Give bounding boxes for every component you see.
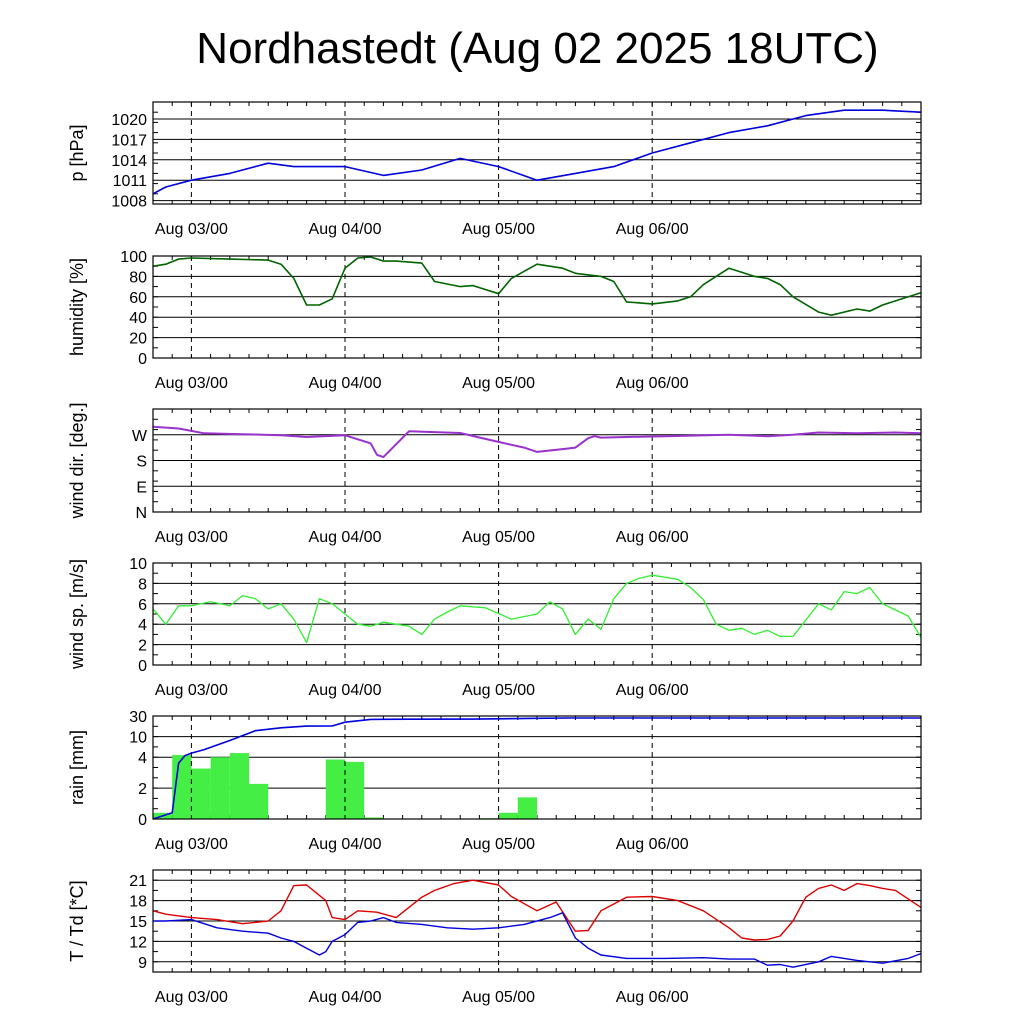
rain-bar: [230, 753, 249, 819]
y-axis-label: wind dir. [deg.]: [67, 402, 87, 519]
x-tick-label: Aug 06/00: [616, 989, 689, 1006]
x-tick-label: Aug 03/00: [155, 375, 228, 392]
y-tick-label: 4: [138, 617, 147, 634]
y-tick-label: 0: [138, 351, 147, 368]
y-tick-label: 6: [138, 597, 147, 614]
y-tick-label: 1011: [113, 173, 148, 190]
rain-bar: [191, 769, 210, 819]
y-tick-label: 100: [120, 249, 147, 266]
x-tick-label: Aug 06/00: [616, 375, 689, 392]
y-tick-label: 4: [138, 750, 147, 767]
rain-bar: [499, 813, 518, 819]
x-tick-label: Aug 06/00: [616, 221, 689, 238]
y-tick-label: 30: [129, 709, 147, 726]
y-axis-label: p [hPa]: [67, 124, 87, 181]
y-tick-label: 2: [138, 781, 147, 798]
x-tick-label: Aug 06/00: [616, 836, 689, 853]
chart-title: Nordhastedt (Aug 02 2025 18UTC): [0, 24, 1024, 74]
plot-frame: [153, 256, 921, 358]
x-tick-label: Aug 03/00: [155, 836, 228, 853]
plot-frame: [153, 102, 921, 204]
y-axis-label: T / Td [*C]: [67, 880, 87, 961]
wind-sp-panel: 0 2 4 6 8 10 wind sp. [m/s] Aug 03/00 Aug 04/00 A…: [67, 556, 921, 699]
x-tick-label: Aug 03/00: [155, 682, 228, 699]
x-tick-label: Aug 04/00: [309, 989, 382, 1006]
x-tick-label: Aug 03/00: [155, 989, 228, 1006]
x-tick-label: Aug 06/00: [616, 682, 689, 699]
temp-panel: 9 12 15 18 21 T / Td [*C] Aug 03/00 Aug 04/00 Au…: [67, 870, 921, 1006]
y-tick-label: W: [132, 428, 148, 445]
y-tick-label: 0: [138, 812, 147, 829]
x-tick-label: Aug 05/00: [462, 682, 535, 699]
y-tick-label: 80: [129, 269, 147, 286]
series-line: [153, 427, 921, 457]
x-tick-label: Aug 04/00: [309, 221, 382, 238]
y-tick-label: 10: [129, 730, 147, 747]
y-axis-label: wind sp. [m/s]: [67, 559, 87, 670]
x-tick-label: Aug 04/00: [309, 529, 382, 546]
y-tick-label: 21: [129, 873, 147, 890]
x-tick-label: Aug 06/00: [616, 529, 689, 546]
x-tick-label: Aug 05/00: [462, 375, 535, 392]
humidity-panel: 0 20 40 60 80 100 humidity [%] Aug 03/00 Aug 04/…: [67, 249, 921, 392]
y-tick-label: 0: [138, 658, 147, 675]
y-tick-label: 1008: [111, 194, 147, 211]
y-tick-label: E: [136, 479, 147, 496]
y-tick-label: 15: [129, 914, 147, 931]
y-tick-label: S: [136, 454, 147, 471]
y-tick-label: 1014: [111, 153, 147, 170]
y-tick-label: 8: [138, 576, 147, 593]
y-tick-label: 20: [129, 331, 147, 348]
x-tick-label: Aug 05/00: [462, 529, 535, 546]
y-tick-label: 60: [129, 290, 147, 307]
y-tick-label: 40: [129, 310, 147, 327]
series-line: [153, 575, 921, 642]
rain-panel: 0 2 4 10 30 rain [mm] Aug 03/00 Aug 04/00 Aug 05…: [67, 709, 921, 853]
series-line: [153, 257, 921, 315]
x-tick-label: Aug 05/00: [462, 221, 535, 238]
series-line: [153, 880, 921, 940]
y-tick-label: 1020: [111, 112, 147, 129]
y-axis-label: rain [mm]: [67, 730, 87, 805]
y-tick-label: 12: [129, 934, 147, 951]
x-tick-label: Aug 04/00: [309, 375, 382, 392]
x-tick-label: Aug 05/00: [462, 989, 535, 1006]
y-tick-label: 9: [138, 955, 147, 972]
rain-bar: [249, 784, 268, 819]
y-axis-label: humidity [%]: [67, 258, 87, 356]
rain-bar: [345, 762, 364, 819]
y-tick-label: 2: [138, 638, 147, 655]
y-tick-label: N: [135, 505, 147, 522]
y-tick-label: 10: [129, 556, 147, 573]
y-tick-label: 18: [129, 894, 147, 911]
rain-bar: [211, 757, 230, 819]
x-tick-label: Aug 04/00: [309, 836, 382, 853]
rain-bar: [518, 797, 537, 819]
y-tick-label: 1017: [111, 132, 147, 149]
p-panel: 1008 1011 1014 1017 1020 p [hPa] Aug 03/00 Aug …: [67, 102, 921, 238]
series-line: [153, 110, 921, 194]
rain-bar: [326, 759, 345, 819]
x-tick-label: Aug 03/00: [155, 529, 228, 546]
x-tick-label: Aug 04/00: [309, 682, 382, 699]
x-tick-label: Aug 03/00: [155, 221, 228, 238]
x-tick-label: Aug 05/00: [462, 836, 535, 853]
